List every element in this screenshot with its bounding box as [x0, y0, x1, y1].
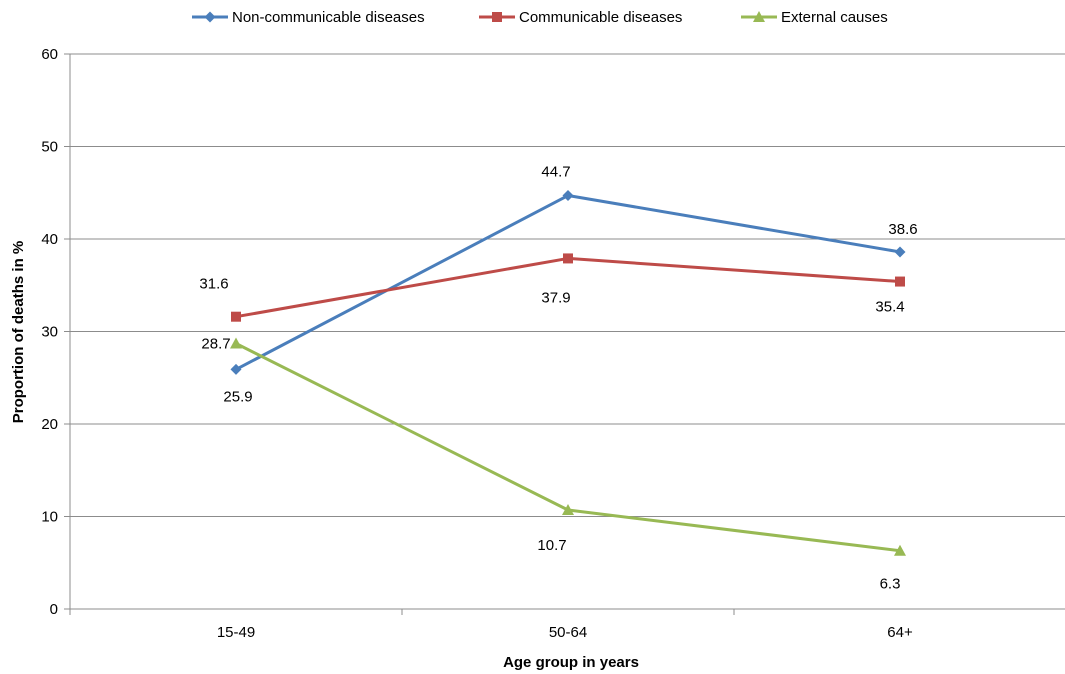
- triangle-marker: [562, 504, 574, 516]
- data-label: 31.6: [199, 276, 228, 293]
- data-label: 25.9: [223, 388, 252, 405]
- data-label: 6.3: [880, 576, 901, 593]
- data-label: 10.7: [537, 537, 566, 554]
- legend-item: Communicable diseases: [479, 9, 682, 26]
- triangle-marker: [230, 337, 242, 349]
- x-axis-title: Age group in years: [503, 654, 639, 671]
- axes: 0 10 20 30 40 50 60 15-49 50-64 64+: [41, 46, 1065, 641]
- x-tick-label: 15-49: [217, 624, 255, 641]
- legend-label: Non-communicable diseases: [232, 9, 425, 26]
- y-tick-label: 50: [41, 139, 58, 156]
- square-marker: [231, 311, 241, 322]
- data-label: 28.7: [201, 336, 230, 353]
- diamond-marker: [562, 190, 574, 202]
- y-tick-label: 40: [41, 231, 58, 248]
- diamond-marker: [894, 246, 906, 258]
- data-label: 44.7: [541, 164, 570, 181]
- triangle-marker: [753, 11, 765, 22]
- legend-label: External causes: [781, 9, 888, 26]
- series-line: [235, 256, 901, 319]
- gridlines: [70, 53, 1065, 517]
- y-tick-label: 60: [41, 46, 58, 63]
- data-label: 37.9: [541, 289, 570, 306]
- y-tick-label: 0: [50, 601, 58, 618]
- series-line: [235, 342, 901, 553]
- square-marker: [563, 253, 573, 264]
- diamond-marker: [230, 363, 242, 375]
- x-tick-label: 64+: [887, 624, 913, 641]
- x-tick-label: 50-64: [549, 624, 587, 641]
- y-tick-label: 20: [41, 416, 58, 433]
- triangle-marker: [894, 544, 906, 556]
- y-tick-label: 10: [41, 509, 58, 526]
- square-marker: [895, 276, 905, 287]
- data-labels: 25.9 44.7 38.6 31.6 37.9 35.4 28.7 10.7 6.3: [199, 164, 917, 593]
- series-line: [235, 194, 901, 371]
- square-marker: [492, 12, 502, 22]
- legend-item: External causes: [741, 9, 888, 26]
- y-tick-label: 30: [41, 324, 58, 341]
- legend-label: Communicable diseases: [519, 9, 682, 26]
- series-lines: [230, 190, 906, 556]
- legend: Non-communicable diseases Communicable di…: [192, 9, 888, 26]
- diamond-marker: [204, 11, 216, 23]
- legend-item: Non-communicable diseases: [192, 9, 425, 26]
- y-axis-title: Proportion of deaths in %: [10, 241, 27, 424]
- data-label: 38.6: [888, 221, 917, 238]
- data-label: 35.4: [875, 299, 904, 316]
